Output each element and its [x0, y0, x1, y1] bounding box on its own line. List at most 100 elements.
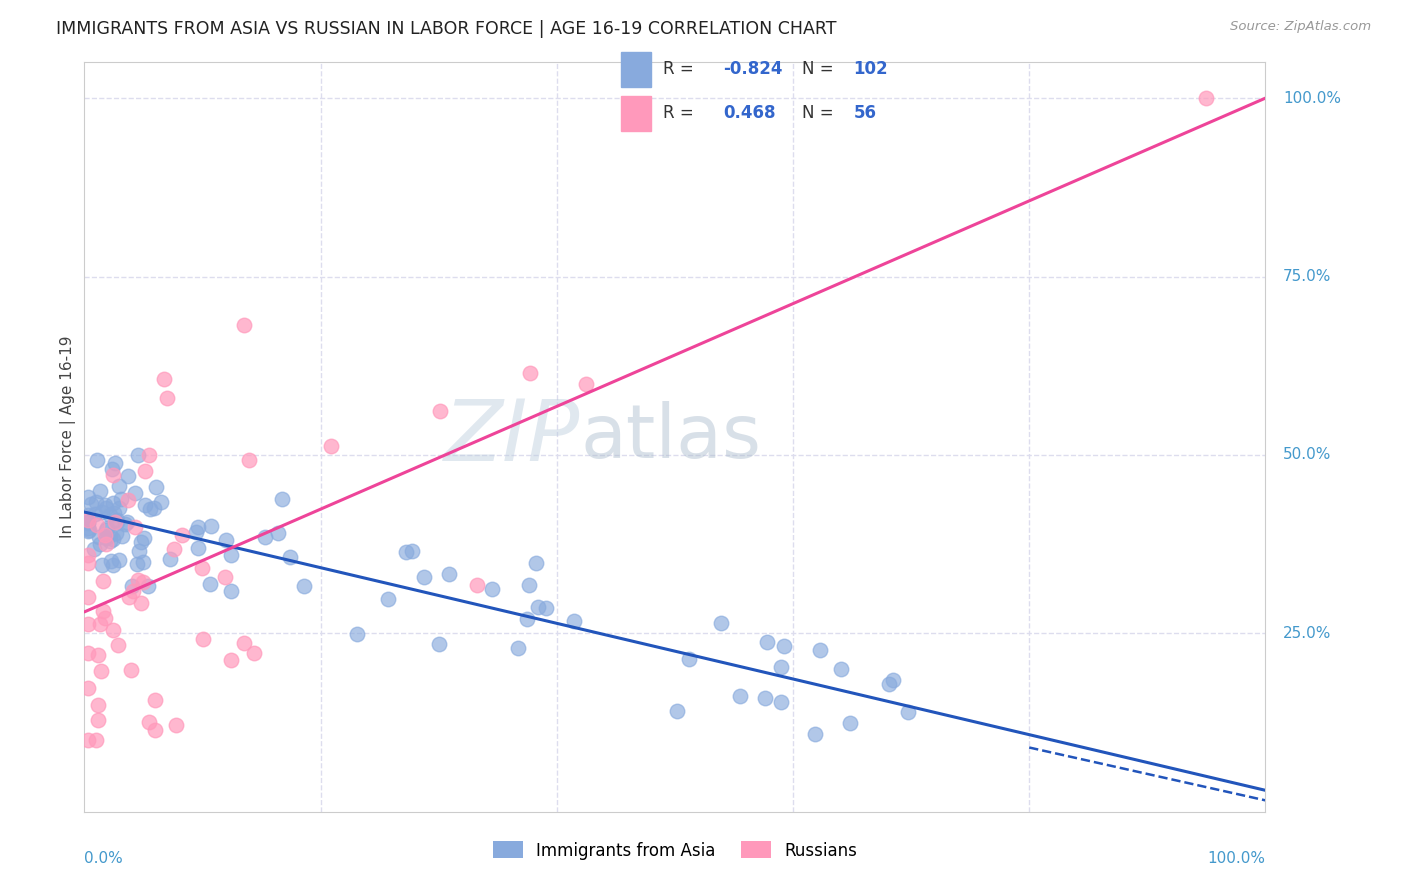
Point: [105, 526, 128, 541]
Point: [98, 508, 121, 523]
Point: [139, 502, 162, 516]
Point: [77, 490, 100, 504]
Point: [96, 501, 118, 516]
Y-axis label: In Labor Force | Age 16-19: In Labor Force | Age 16-19: [60, 335, 76, 539]
Point: [575, 377, 598, 392]
Text: N =: N =: [801, 104, 834, 122]
Point: [377, 591, 399, 606]
Point: [77, 616, 100, 631]
Bar: [620, 96, 651, 131]
Point: [105, 513, 128, 527]
Point: [517, 578, 540, 592]
Point: [77, 556, 100, 570]
Point: [678, 651, 700, 665]
Point: [117, 469, 139, 483]
Text: 100.0%: 100.0%: [1284, 91, 1341, 105]
Point: [138, 449, 160, 463]
Point: [134, 498, 156, 512]
Point: [145, 692, 167, 706]
Point: [90, 558, 112, 573]
Text: 56: 56: [853, 104, 876, 122]
Point: [77, 591, 100, 605]
Point: [150, 495, 173, 509]
Point: [77, 516, 100, 530]
Point: [142, 500, 165, 515]
Text: N =: N =: [801, 61, 834, 78]
Point: [87, 713, 110, 727]
Point: [808, 643, 831, 657]
Point: [77, 646, 100, 660]
Point: [319, 439, 342, 453]
Point: [107, 639, 129, 653]
Point: [96, 531, 118, 545]
Point: [221, 549, 243, 563]
Point: [91, 604, 114, 618]
Point: [292, 579, 315, 593]
Point: [134, 464, 156, 478]
Point: [104, 515, 127, 529]
Point: [121, 584, 143, 599]
Point: [89, 483, 111, 498]
Point: [159, 552, 181, 566]
Point: [86, 698, 108, 712]
Point: [101, 623, 124, 637]
Point: [163, 541, 186, 556]
Point: [773, 639, 796, 653]
Point: [897, 706, 920, 720]
Point: [77, 515, 100, 529]
Bar: [620, 52, 651, 87]
Point: [103, 468, 125, 483]
Point: [118, 590, 141, 604]
Point: [200, 519, 222, 533]
Point: [84, 733, 107, 747]
Point: [401, 543, 423, 558]
Point: [91, 505, 114, 519]
Point: [89, 616, 111, 631]
Point: [120, 663, 142, 677]
Text: 75.0%: 75.0%: [1284, 269, 1331, 284]
Point: [215, 533, 238, 548]
Point: [1195, 91, 1218, 105]
Point: [127, 574, 149, 588]
Point: [98, 527, 121, 541]
Point: [101, 558, 124, 572]
Point: [105, 515, 128, 529]
Point: [114, 516, 136, 531]
Text: atlas: atlas: [581, 401, 762, 474]
Point: [121, 579, 143, 593]
Text: 102: 102: [853, 61, 889, 78]
Point: [91, 574, 114, 589]
Text: 50.0%: 50.0%: [1284, 448, 1331, 462]
Point: [506, 641, 529, 656]
Legend: Immigrants from Asia, Russians: Immigrants from Asia, Russians: [494, 841, 856, 860]
Point: [804, 727, 827, 741]
Point: [124, 486, 146, 500]
Point: [128, 544, 150, 558]
Point: [115, 515, 138, 529]
Point: [754, 691, 776, 706]
Point: [198, 577, 221, 591]
Point: [191, 561, 214, 575]
Point: [191, 632, 214, 647]
Point: [830, 662, 852, 676]
Point: [129, 596, 152, 610]
Point: [187, 541, 209, 555]
Point: [103, 532, 125, 546]
Point: [267, 526, 290, 541]
Point: [413, 570, 436, 584]
Point: [238, 452, 260, 467]
Point: [710, 615, 733, 630]
Point: [94, 528, 117, 542]
Point: [124, 520, 146, 534]
Point: [429, 403, 451, 417]
Point: [132, 555, 155, 569]
Point: [110, 491, 132, 506]
Point: [232, 318, 254, 333]
Point: [214, 570, 236, 584]
Point: [346, 626, 368, 640]
Point: [756, 635, 779, 649]
Text: ZIP: ZIP: [444, 395, 581, 479]
Point: [769, 695, 792, 709]
Point: [437, 567, 460, 582]
Point: [98, 533, 121, 548]
